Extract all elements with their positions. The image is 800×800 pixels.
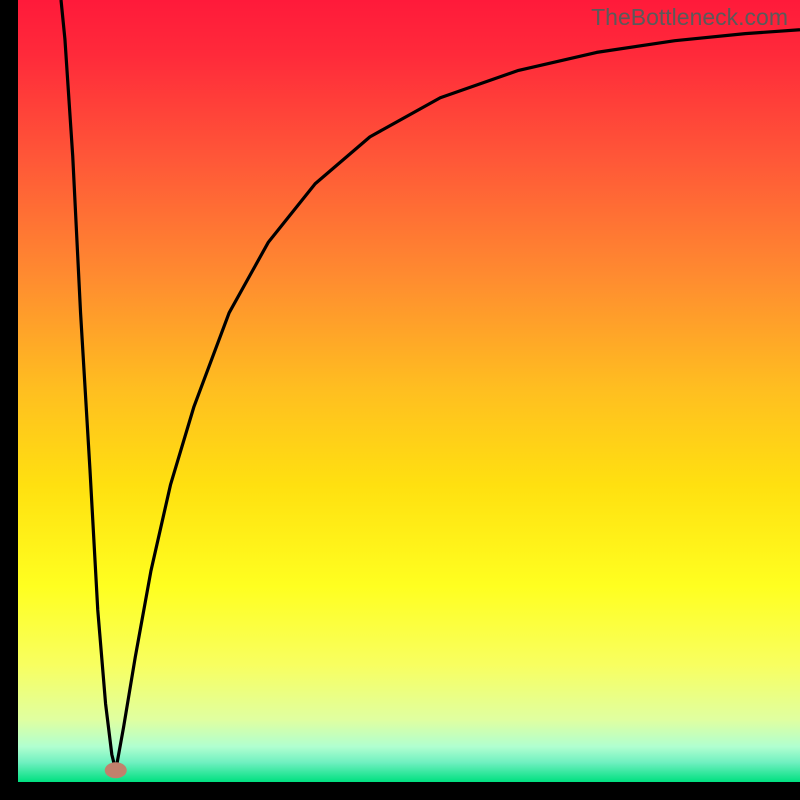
curve-left-branch	[61, 0, 116, 770]
bottleneck-curve	[0, 0, 800, 800]
bottleneck-chart: TheBottleneck.com	[0, 0, 800, 800]
curve-minimum-marker	[105, 762, 127, 778]
curve-right-branch	[116, 30, 800, 771]
watermark-text: TheBottleneck.com	[591, 4, 788, 31]
